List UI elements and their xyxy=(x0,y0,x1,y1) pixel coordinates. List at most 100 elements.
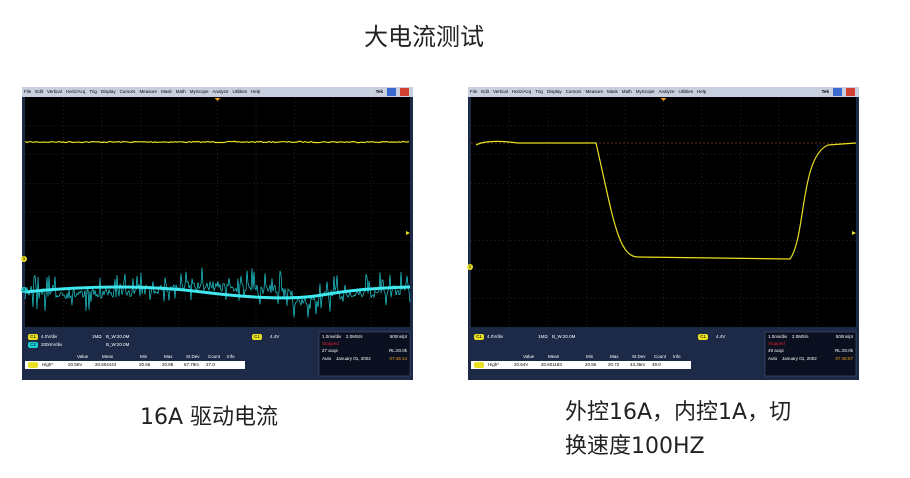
menu-bar xyxy=(468,87,859,97)
horizontal-scale: 1.0ms/div xyxy=(322,334,342,339)
date: January 01, 2002 xyxy=(782,356,817,361)
menu-item[interactable]: Analyze xyxy=(213,89,230,94)
trigger-badge xyxy=(252,334,262,340)
minimize-button[interactable] xyxy=(387,88,396,96)
menu-item[interactable]: Math xyxy=(176,89,187,94)
menu-item[interactable]: Display xyxy=(101,89,117,94)
resolution: 500ns/pt xyxy=(836,334,854,339)
run-state: Stopped xyxy=(322,341,339,346)
level-marker xyxy=(406,231,410,235)
caption: 外控16A，内控1A，切 xyxy=(565,400,791,425)
close-button[interactable] xyxy=(400,88,409,96)
menu-item[interactable]: Edit xyxy=(35,89,44,94)
channel-scale: 4.0V/div xyxy=(487,334,504,339)
brand: Tek xyxy=(822,89,830,94)
menu-item[interactable]: Horiz/Acq xyxy=(512,89,532,94)
menu-item[interactable]: Edit xyxy=(481,89,490,94)
menu-item[interactable]: Cursors xyxy=(120,89,137,94)
measure-header: Min xyxy=(140,354,148,359)
channel-marker xyxy=(467,264,473,270)
channel-coupling: 1MΩ xyxy=(92,334,102,339)
trigger-source: C1 xyxy=(700,334,706,339)
date: January 01, 2002 xyxy=(336,356,371,361)
channel-marker-label: 1 xyxy=(469,264,472,269)
oscilloscope: File Edit Vertical Horiz/Acq Trig Display Curs… xyxy=(21,87,413,380)
minimize-button[interactable] xyxy=(833,88,842,96)
measure-header: Count xyxy=(208,354,221,359)
measure-header: Max xyxy=(610,354,619,359)
measure-header: St Dev xyxy=(186,354,200,359)
menu-item[interactable]: Trig xyxy=(89,89,97,94)
channel-scale: 4.0V/div xyxy=(41,334,58,339)
channel-badge xyxy=(28,362,38,368)
channel-badge xyxy=(28,334,38,340)
status-panel xyxy=(764,331,857,377)
measure-value: 20.56 xyxy=(139,362,151,367)
measure-value: 20.72 xyxy=(608,362,620,367)
trigger-level: 4.4V xyxy=(270,334,279,339)
channel-id: C2 xyxy=(30,342,36,347)
channel-marker-label: 2 xyxy=(23,287,26,292)
menu-item[interactable]: Vertical xyxy=(493,89,508,94)
menu-item[interactable]: Display xyxy=(547,89,563,94)
menu-item[interactable]: Measure xyxy=(139,89,157,94)
menu-item[interactable]: MyScope xyxy=(636,89,655,94)
channel-marker xyxy=(21,287,27,293)
measure-value: 20.601183 xyxy=(541,362,562,367)
trigger-marker xyxy=(214,98,221,101)
channel-marker xyxy=(21,256,27,262)
channel-scale: 200mV/div xyxy=(41,342,63,347)
measure-header: Info xyxy=(673,354,681,359)
menu-item[interactable]: Trig xyxy=(535,89,543,94)
acquisitions: 49 acqs xyxy=(768,348,785,353)
measure-header: Max xyxy=(164,354,173,359)
channel-id: C1 xyxy=(30,334,36,339)
measure-header: Mean xyxy=(548,354,560,359)
menu-item[interactable]: Help xyxy=(697,89,707,94)
horizontal-scale: 1.0ms/div xyxy=(768,334,788,339)
measure-value: 49.0 xyxy=(652,362,661,367)
menu-item[interactable]: Measure xyxy=(585,89,603,94)
trigger-marker xyxy=(660,98,667,101)
menu-item[interactable]: Math xyxy=(622,89,633,94)
menu-item[interactable]: Mask xyxy=(607,89,619,94)
channel-badge xyxy=(28,342,38,348)
trigger-mode: Auto xyxy=(768,356,778,361)
channel-bandwidth: B_W:20.0M xyxy=(106,342,130,347)
measure-row xyxy=(471,361,691,369)
measure-header: Min xyxy=(586,354,594,359)
menu-item[interactable]: Cursors xyxy=(566,89,583,94)
resolution: 500ns/pt xyxy=(390,334,408,339)
measure-header: Value xyxy=(523,354,535,359)
measure-value: 20.64V xyxy=(514,362,528,367)
menu-item[interactable]: Horiz/Acq xyxy=(66,89,86,94)
menu-item[interactable]: Utilities xyxy=(233,89,248,94)
menu-item[interactable]: Analyze xyxy=(659,89,676,94)
menu-item[interactable]: Vertical xyxy=(47,89,62,94)
menu-item[interactable]: Mask xyxy=(161,89,173,94)
measure-row xyxy=(25,361,245,369)
measure-value: 20.88 xyxy=(162,362,174,367)
level-marker xyxy=(852,231,856,235)
measure-value: 27.0 xyxy=(206,362,215,367)
menu-item[interactable]: File xyxy=(24,89,32,94)
status-panel xyxy=(318,331,411,377)
measure-value: 20.604444 xyxy=(95,362,117,367)
ch2-trace-core xyxy=(24,285,411,300)
measure-label: High* xyxy=(42,362,53,367)
trigger-level: 4.4V xyxy=(716,334,725,339)
menu-item[interactable]: MyScope xyxy=(190,89,209,94)
channel-badge xyxy=(474,362,484,368)
oscilloscope: File Edit Vertical Horiz/Acq Trig Display Curs… xyxy=(467,87,859,380)
menu-item[interactable]: Utilities xyxy=(679,89,694,94)
menu-item[interactable]: File xyxy=(470,89,478,94)
sample-rate: 2.0MS/s xyxy=(792,334,809,339)
measure-value: 20.56 xyxy=(585,362,597,367)
time: 07:45:14 xyxy=(389,356,407,361)
trigger-badge xyxy=(698,334,708,340)
channel-coupling: 1MΩ xyxy=(538,334,548,339)
measure-value: 20.56V xyxy=(68,362,82,367)
menu-item[interactable]: Help xyxy=(251,89,261,94)
close-button[interactable] xyxy=(846,88,855,96)
